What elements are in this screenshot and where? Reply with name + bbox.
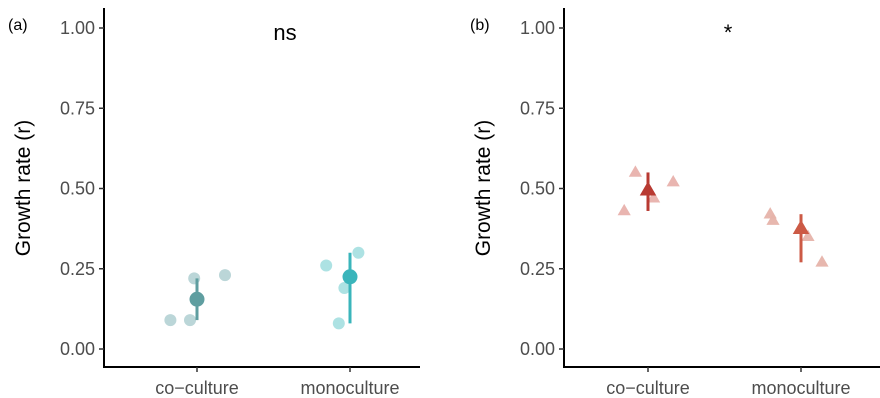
mean-point (342, 269, 358, 285)
y-axis-title: Growth rate (r) (472, 120, 495, 257)
y-tick-label: 1.00 (520, 18, 555, 38)
mean-point (792, 219, 810, 235)
raw-data-point (332, 317, 345, 330)
panel-label: (a) (8, 17, 28, 34)
raw-data-point (338, 282, 351, 295)
raw-data-point (766, 213, 780, 225)
raw-data-point (617, 203, 631, 216)
raw-data-point (647, 191, 661, 203)
raw-data-point (801, 229, 815, 241)
y-axis-title: Growth rate (r) (12, 120, 35, 257)
y-tick-label: 0.75 (60, 98, 95, 118)
significance-label: * (724, 20, 733, 45)
x-tick-label: co−culture (155, 378, 239, 398)
y-tick-label: 0.25 (520, 259, 555, 279)
raw-data-point (666, 175, 680, 187)
y-tick-label: 0.75 (520, 98, 555, 118)
mean-point (189, 291, 205, 307)
raw-data-point (815, 255, 829, 267)
y-tick-label: 0.25 (60, 259, 95, 279)
raw-data-point (352, 246, 365, 259)
raw-data-point (628, 165, 642, 177)
x-tick-label: monoculture (751, 378, 850, 398)
raw-data-point (184, 314, 196, 327)
mean-point (639, 181, 657, 196)
panel-a: (a) ns Growth rate (r) 0.00 0.25 0.50 0.75 1.00… (8, 8, 420, 398)
y-tick-label: 0.00 (60, 339, 95, 359)
raw-data-point (320, 259, 333, 272)
y-tick-label: 0.00 (520, 339, 555, 359)
significance-label: ns (273, 20, 296, 45)
raw-data-point (164, 314, 177, 327)
x-tick-label: monoculture (300, 378, 399, 398)
y-tick-label: 0.50 (520, 179, 555, 199)
y-tick-label: 0.50 (60, 179, 95, 199)
raw-data-point (219, 269, 231, 282)
x-tick-label: co−culture (606, 378, 690, 398)
panel-b: (b) * Growth rate (r) 0.00 0.25 0.50 0.75 1.00 c… (470, 8, 880, 398)
y-tick-label: 1.00 (60, 18, 95, 38)
panel-label: (b) (470, 17, 490, 34)
